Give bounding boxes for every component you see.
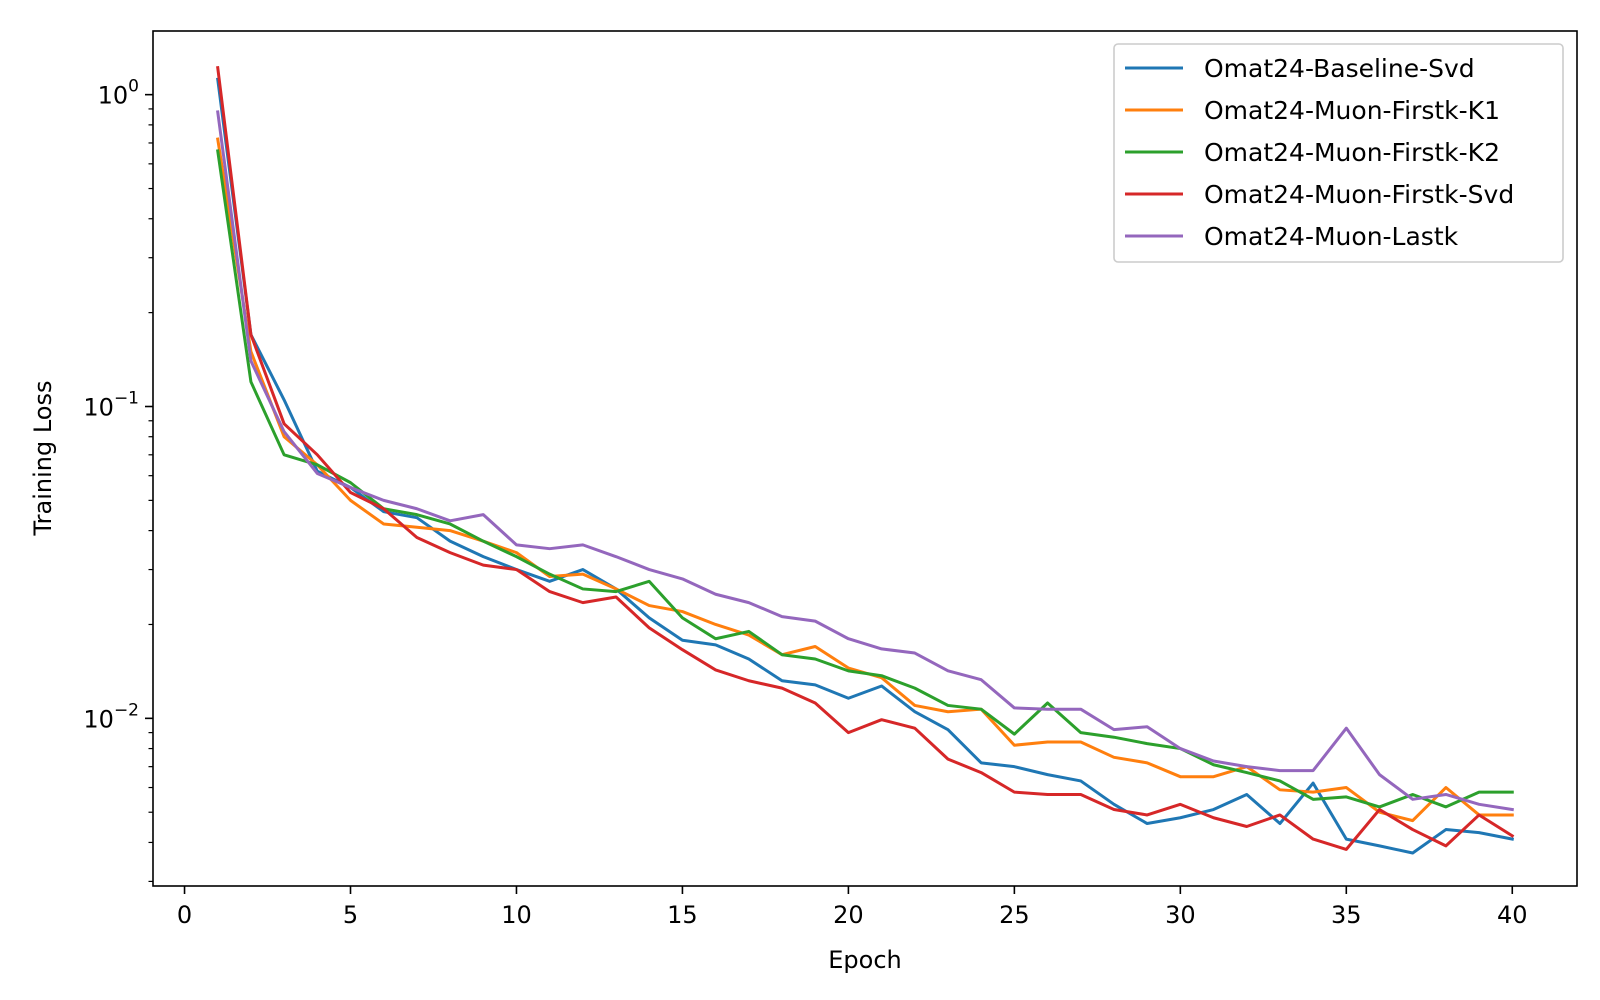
- y-tick-label: 100: [98, 77, 139, 110]
- legend-label: Omat24-Muon-Lastk: [1204, 222, 1459, 251]
- series-line-4: [216, 66, 1515, 851]
- legend-box: [1113, 43, 1564, 263]
- x-tick-label: 35: [1331, 901, 1362, 929]
- series-line-5: [216, 110, 1514, 812]
- legend-label: Omat24-Muon-Firstk-Svd: [1204, 180, 1514, 209]
- series-line-3: [216, 149, 1514, 809]
- x-tick-label: 15: [667, 901, 698, 929]
- legend: Omat24-Baseline-Svd Omat24-Muon-Firstk-K1…: [1113, 43, 1564, 263]
- x-tick-label: 10: [501, 901, 532, 929]
- x-tick-label: 30: [1165, 901, 1196, 929]
- x-tick-label: 40: [1497, 901, 1528, 929]
- series-layer: [216, 66, 1515, 855]
- y-tick-label: 10−1: [83, 389, 139, 422]
- legend-label: Omat24-Baseline-Svd: [1204, 54, 1475, 83]
- x-tick-label: 20: [833, 901, 864, 929]
- x-axis: 0 5 10 15 20 25 30 35 40: [177, 886, 1528, 929]
- legend-label: Omat24-Muon-Firstk-K1: [1204, 96, 1500, 125]
- x-axis-title: Epoch: [828, 946, 902, 974]
- y-axis: 10−2 10−1 100: [83, 77, 153, 883]
- x-tick-label: 0: [177, 901, 192, 929]
- x-tick-label: 5: [343, 901, 358, 929]
- legend-label: Omat24-Muon-Firstk-K2: [1204, 138, 1500, 167]
- y-axis-title: Training Loss: [29, 381, 57, 537]
- plot-frame: [152, 30, 1578, 887]
- x-tick-label: 25: [999, 901, 1030, 929]
- y-tick-label: 10−2: [83, 700, 139, 733]
